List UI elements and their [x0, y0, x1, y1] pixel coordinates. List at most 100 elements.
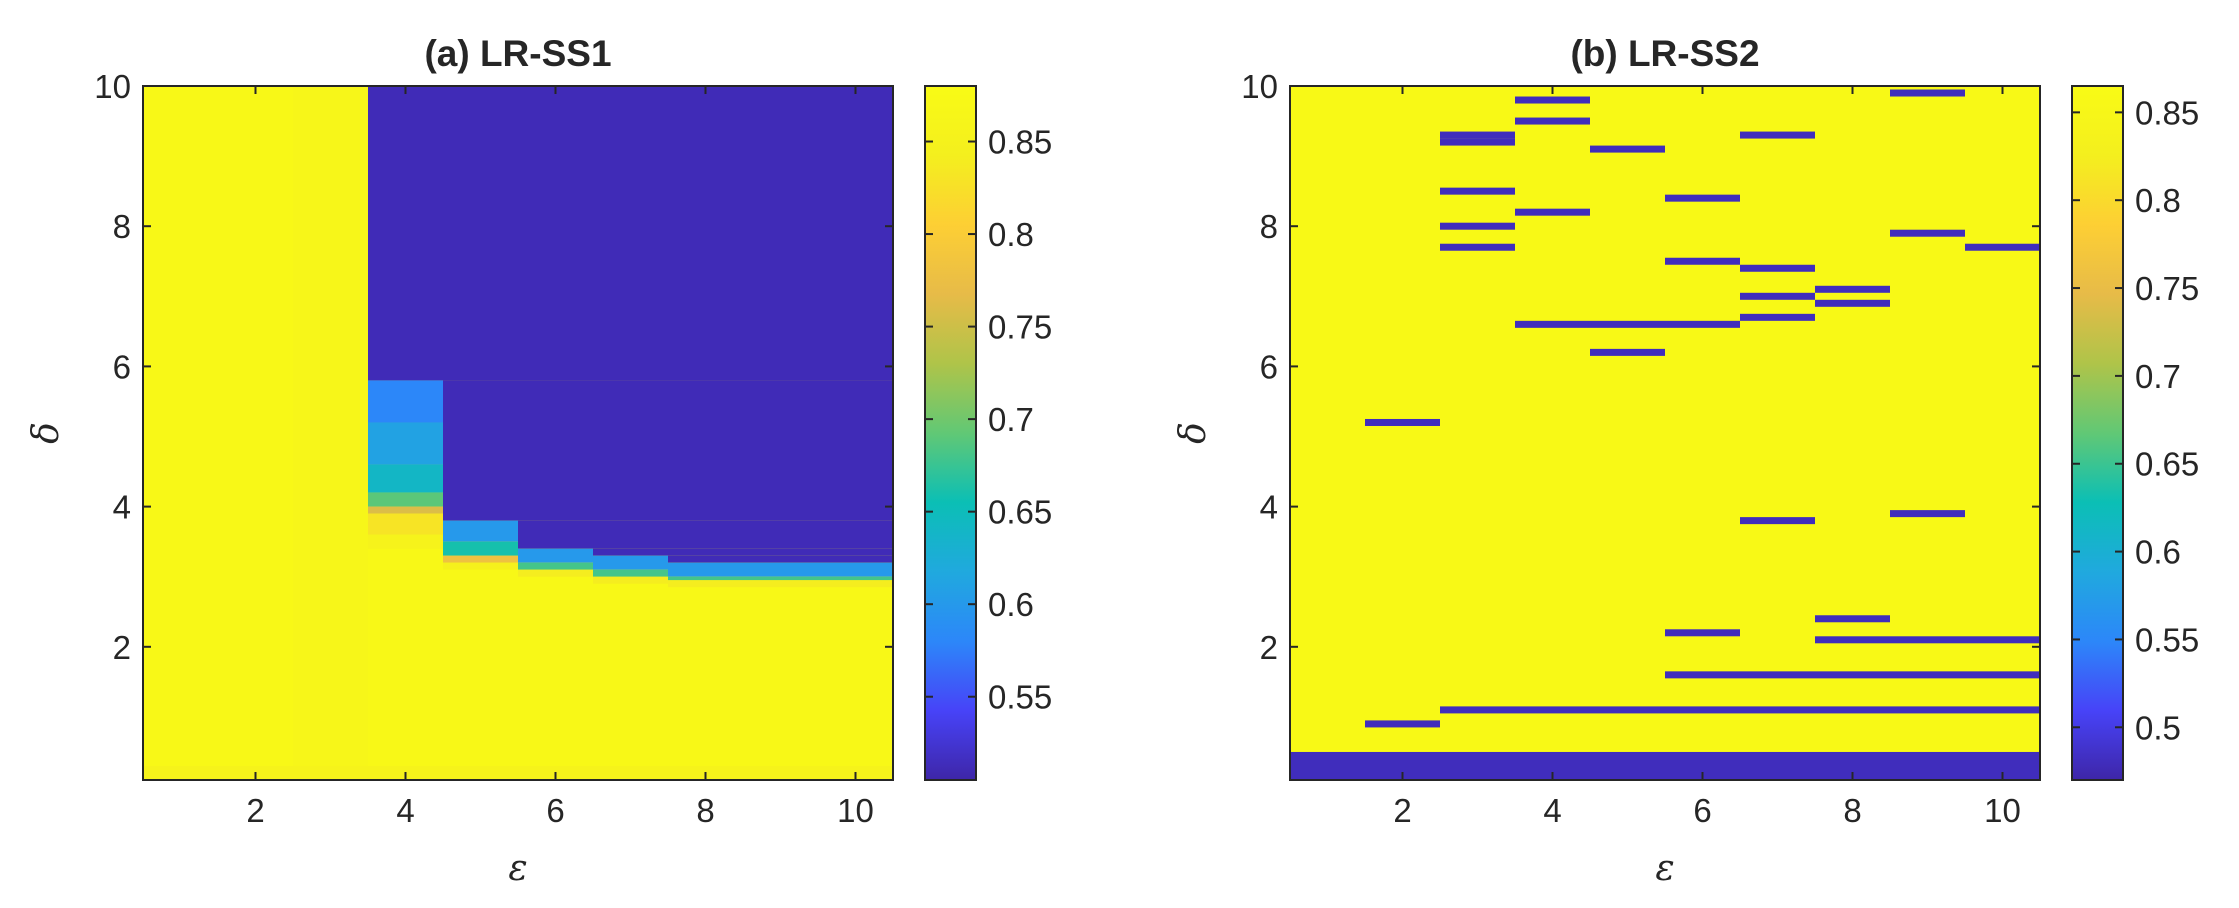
panel-a-colorbar-tick-label: 0.55 [988, 679, 1052, 716]
panel-b-heatmap-segment [1890, 229, 1965, 237]
panel-a-colorbar-ticks: 0.55 0.6 0.65 0.7 0.75 0.8 0.85 [925, 124, 1052, 716]
panel-a-heatmap-cell [593, 548, 893, 556]
panel-b-heatmap-segment [1665, 194, 1740, 202]
panel-b-ytick-label: 2 [1260, 629, 1278, 666]
panel-a-colorbar-gradient [924, 85, 977, 781]
panel-a-colorbar-tick-label: 0.6 [988, 586, 1034, 623]
panel-b-heatmap-segment [1365, 418, 1440, 426]
panel-b-heatmap-segment [1665, 629, 1740, 637]
panel-b-heatmap-segment [1365, 720, 1440, 728]
panel-b-heatmap-segment [1515, 117, 1590, 125]
panel-b-axes-box [1289, 85, 2041, 781]
panel-a-ytick-label: 6 [113, 348, 131, 385]
panel-a-heatmap [143, 86, 893, 780]
panel-b-xtick-label: 8 [1843, 792, 1861, 829]
panel-b-colorbar-gradient [2071, 85, 2124, 781]
panel-b-colorbar-tick-label: 0.65 [2135, 446, 2199, 483]
panel-b-heatmap-segment [1740, 292, 1815, 300]
panel-a-heatmap-cell [293, 86, 368, 766]
panel-b-heatmap-segment [1590, 348, 1665, 356]
panel-b-ylabel: δ [1173, 422, 1214, 444]
panel-a-xtick-label: 4 [396, 792, 414, 829]
panel-b-heatmap-segment [1665, 257, 1740, 265]
panel-a-heatmap-cell [518, 562, 593, 570]
panel-b-colorbar-tick-label: 0.7 [2135, 358, 2181, 395]
panel-b-ytick-label: 4 [1260, 489, 1278, 526]
panel-b-heatmap-segment [1440, 187, 1515, 195]
panel-a-heatmap-cell [668, 562, 893, 577]
panel-b-colorbar-tick-label: 0.8 [2135, 182, 2181, 219]
panel-a-colorbar-tick-label: 0.8 [988, 216, 1034, 253]
panel-a-colorbar-tick-label: 0.85 [988, 124, 1052, 161]
panel-b-heatmap-segment [1440, 222, 1515, 230]
panel-a-heatmap-cell [368, 86, 893, 381]
panel-b-title: (b) LR-SS2 [1570, 33, 1759, 74]
panel-b-heatmap-segment [1965, 243, 2040, 251]
panel-a-heatmap-cell [668, 555, 893, 563]
panel-b-colorbar-tick-label: 0.5 [2135, 709, 2181, 746]
panel-a-ylabel: δ [26, 422, 67, 444]
panel-b-heatmap-segment [1515, 96, 1590, 104]
panel-a-heatmap-cell [593, 569, 668, 577]
panel-b-heatmap-segment [1590, 145, 1665, 153]
panel-b-heatmap-segment [1740, 517, 1815, 525]
panel-a-heatmap-cell [593, 576, 668, 584]
panel-b-heatmap-bottom-row [1290, 751, 2040, 780]
panel-b-colorbar-tick-label: 0.6 [2135, 534, 2181, 571]
panel-a-ticks: 2 4 6 8 10 2 4 6 8 10 [94, 68, 893, 829]
panel-a-xtick-label: 2 [246, 792, 264, 829]
panel-a-colorbar: 0.55 0.6 0.65 0.7 0.75 0.8 0.85 [924, 85, 1052, 781]
panel-b-heatmap-segment [1515, 320, 1740, 328]
panel-b-colorbar-tick-label: 0.75 [2135, 270, 2199, 307]
panel-a-heatmap-cell [368, 534, 443, 549]
panel-b-heatmap-segment [1740, 264, 1815, 272]
panel-a-colorbar-tick-label: 0.65 [988, 494, 1052, 531]
panel-b-xtick-label: 4 [1543, 792, 1561, 829]
panel-b-heatmap [1290, 86, 2040, 780]
panel-a-heatmap-cell [668, 576, 893, 581]
panel-a-heatmap-cell [443, 541, 518, 556]
panel-b-colorbar-ticks: 0.5 0.55 0.6 0.65 0.7 0.75 0.8 0.85 [2072, 94, 2199, 746]
panel-b-ytick-label: 10 [1241, 68, 1278, 105]
panel-b-heatmap-segment [1890, 510, 1965, 518]
panel-a-heatmap-cell [368, 464, 443, 493]
panel-b-heatmap-segment [1815, 636, 2040, 644]
panel-b-xtick-label: 10 [1984, 792, 2021, 829]
panel-a-ytick-label: 2 [113, 629, 131, 666]
panel-b-heatmap-segment [1440, 706, 2040, 714]
panel-a-heatmap-cell [443, 555, 518, 563]
panel-b-colorbar-tick-label: 0.85 [2135, 94, 2199, 131]
panel-a-axes-box [142, 85, 894, 781]
panel-a-heatmap-cell [668, 580, 893, 588]
panel-b-xtick-label: 2 [1393, 792, 1411, 829]
panel-a-heatmap-cell [593, 555, 668, 570]
panel-a-heatmap-cell [518, 548, 593, 563]
panel-b-heatmap-segment [1740, 313, 1815, 321]
panel-b-heatmap-segment [1890, 89, 1965, 97]
panel-a-heatmap-cell [368, 492, 443, 507]
panel-a-heatmap-cell [368, 513, 443, 535]
panel-a-xlabel: ε [508, 848, 527, 889]
panel-a-xtick-label: 8 [696, 792, 714, 829]
panel-a-heatmap-cell [443, 380, 893, 521]
panel-b-ytick-label: 8 [1260, 208, 1278, 245]
panel-b-ticks: 2 4 6 8 10 2 4 6 8 10 [1241, 68, 2040, 829]
panel-b-colorbar: 0.5 0.55 0.6 0.65 0.7 0.75 0.8 0.85 [2071, 85, 2199, 781]
panel-b-heatmap-segment [1440, 131, 1515, 139]
panel-b-heatmap-segment [1440, 243, 1515, 251]
panel-b-heatmap-segment [1440, 138, 1515, 146]
panel-a-ytick-label: 10 [94, 68, 131, 105]
panel-a-xtick-label: 6 [546, 792, 564, 829]
panel-a-ytick-label: 8 [113, 208, 131, 245]
panel-b-colorbar-tick-label: 0.55 [2135, 621, 2199, 658]
panel-b-heatmap-segment [1815, 299, 1890, 307]
panel-a-xtick-label: 10 [837, 792, 874, 829]
panel-b-heatmap-segment [1740, 131, 1815, 139]
panel-b-xlabel: ε [1655, 848, 1674, 889]
panel-a-heatmap-cell [443, 520, 518, 542]
panel-b-ytick-label: 6 [1260, 348, 1278, 385]
panel-b-heatmap-segment [1815, 285, 1890, 293]
